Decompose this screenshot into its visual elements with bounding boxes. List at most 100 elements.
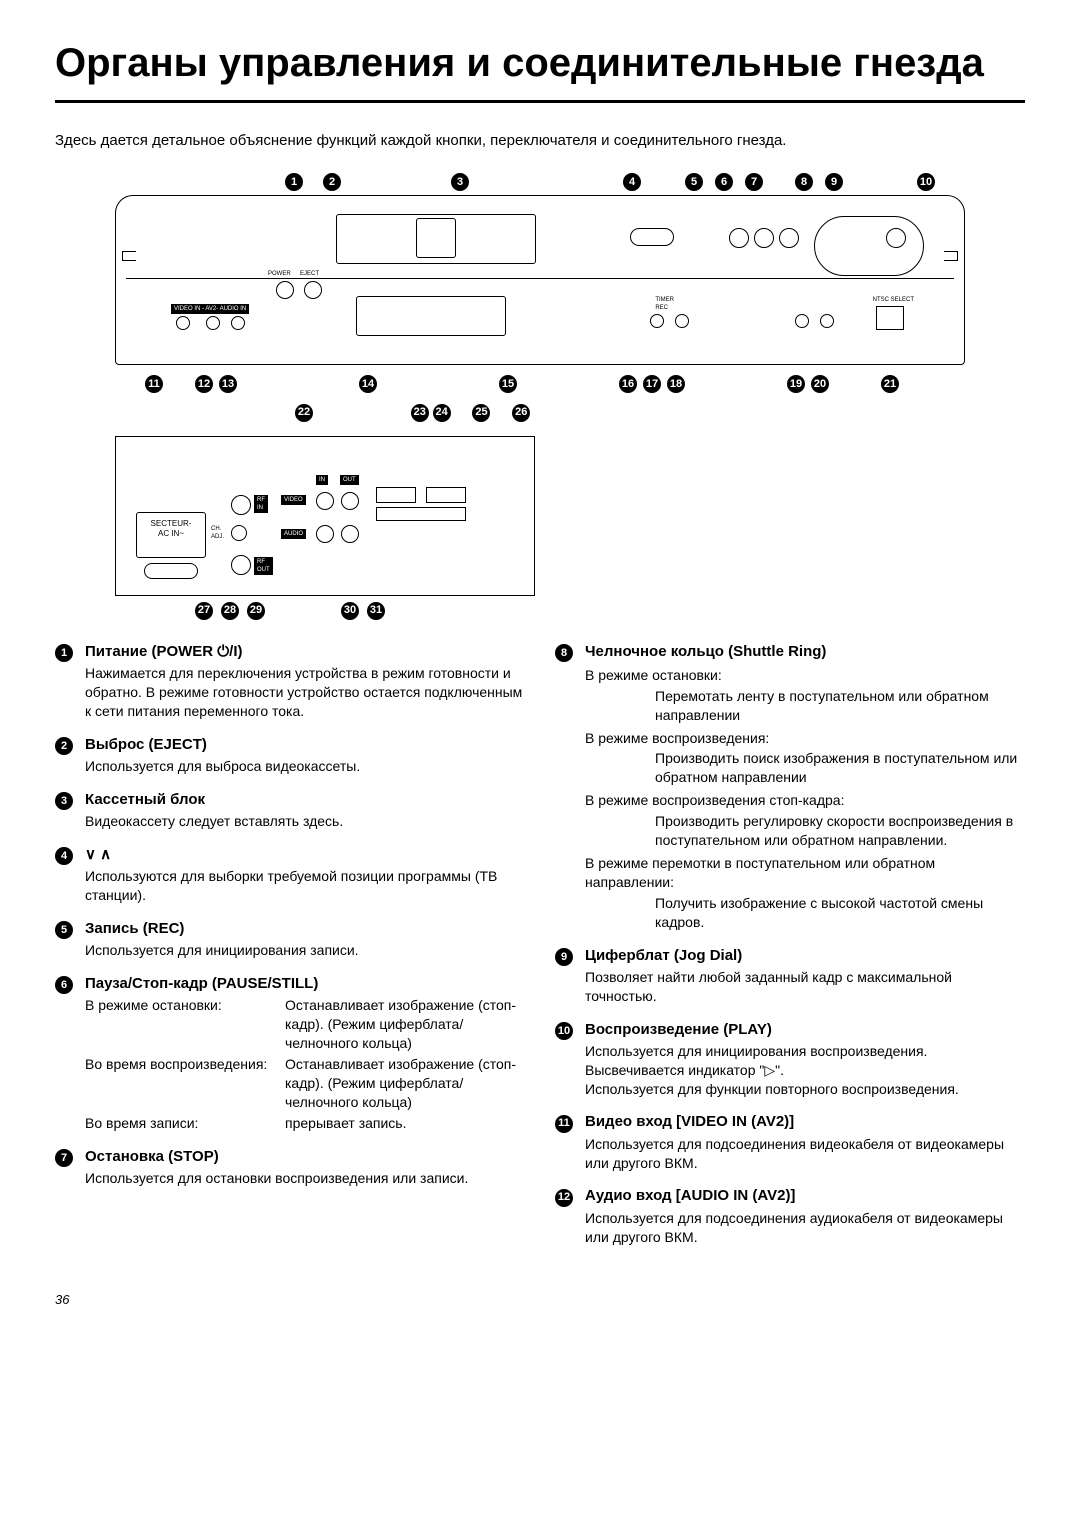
top-callout-row: 1 2 3 4 5 6 7 8 9 10	[115, 173, 965, 191]
callout-2: 2	[323, 173, 341, 191]
callout-17: 17	[643, 375, 661, 393]
stop-button	[729, 228, 749, 248]
block-head: В режиме воспроизведения стоп-кадра:	[585, 791, 1025, 810]
callout-6: 6	[715, 173, 733, 191]
channel-buttons	[630, 228, 674, 246]
item-desc: Используется для выброса видеокассеты.	[85, 757, 525, 776]
ntsc-switch	[876, 306, 904, 330]
eject-button	[304, 281, 322, 299]
callout-8: 8	[795, 173, 813, 191]
eject-label: EJECT	[300, 270, 319, 278]
item-desc: Нажимается для переключения устройства в…	[85, 664, 525, 721]
callout-29: 29	[247, 602, 265, 620]
subrow-value: прерывает запись.	[285, 1114, 525, 1133]
foot-left	[122, 251, 136, 261]
callout-21: 21	[881, 375, 899, 393]
item-title: Видео вход [VIDEO IN (AV2)]	[585, 1112, 1025, 1132]
callout-23: 23	[411, 404, 429, 422]
item-desc: Видеокассету следует вставлять здесь.	[85, 812, 525, 831]
item-title: Аудио вход [AUDIO IN (AV2)]	[585, 1186, 1025, 1206]
list-item: 9Циферблат (Jog Dial)Позволяет найти люб…	[555, 946, 1025, 1006]
callout-16: 16	[619, 375, 637, 393]
ch-adj-label: CH. ADJ.	[211, 525, 224, 541]
subrow-label: Во время воспроизведения:	[85, 1055, 275, 1112]
block-head: В режиме воспроизведения:	[585, 729, 1025, 748]
ac-in: SECTEUR- AC IN~	[136, 512, 206, 558]
ch-adj	[231, 525, 247, 541]
power-label: POWER	[268, 270, 291, 278]
item-desc: Используется для подсоединения аудиокабе…	[585, 1209, 1025, 1247]
rf-in-jack	[231, 495, 251, 515]
item-desc: Используется для инициирования записи.	[85, 941, 525, 960]
list-item: 8Челночное кольцо (Shuttle Ring)В режиме…	[555, 642, 1025, 932]
item-number: 11	[555, 1115, 573, 1133]
callout-13: 13	[219, 375, 237, 393]
display-panel	[356, 296, 506, 336]
item-number: 5	[55, 921, 73, 939]
explanation-columns: 1Питание (POWER ⏻/I)Нажимается для перек…	[55, 642, 1025, 1261]
knob-d	[820, 314, 834, 328]
rf-in-label: RF IN	[254, 495, 268, 513]
shuttle-ring	[814, 216, 924, 276]
intro-text: Здесь дается детальное объяснение функци…	[55, 131, 1025, 151]
callout-14: 14	[359, 375, 377, 393]
callout-3: 3	[451, 173, 469, 191]
rf-out-jack	[231, 555, 251, 575]
callout-26: 26	[512, 404, 530, 422]
list-item: 5 Запись (REC) Используется для инициирова…	[55, 919, 525, 960]
item-title: Остановка (STOP)	[85, 1147, 525, 1167]
item-number: 3	[55, 792, 73, 810]
page-title: Органы управления и соединительные гнезд…	[55, 40, 1025, 86]
item-number: 4	[55, 847, 73, 865]
subrow-value: Останавливает изображение (стоп-кадр). (…	[285, 996, 525, 1053]
item-title: Питание (POWER ⏻/I)	[85, 642, 525, 662]
item-title: Воспроизведение (PLAY)	[585, 1020, 1025, 1040]
ntsc-label: NTSC SELECT	[873, 296, 914, 304]
callout-5: 5	[685, 173, 703, 191]
callout-7: 7	[745, 173, 763, 191]
video-label: VIDEO	[281, 495, 306, 505]
front-jack-2	[206, 316, 220, 330]
back-bottom-callouts: 27 28 29 30 31	[195, 602, 965, 620]
ac-cord	[144, 563, 198, 579]
test-signal	[426, 487, 466, 503]
block-head: В режиме остановки:	[585, 666, 1025, 685]
item-desc: Используется для подсоединения видеокабе…	[585, 1135, 1025, 1173]
video-out-jack	[341, 492, 359, 510]
power-button	[276, 281, 294, 299]
title-rule	[55, 100, 1025, 103]
in-label: IN	[316, 475, 328, 485]
audio-in-jack	[316, 525, 334, 543]
knob-a	[650, 314, 664, 328]
list-item: 7Остановка (STOP)Используется для остано…	[55, 1147, 525, 1188]
switch-strip	[376, 507, 466, 521]
list-item: 3Кассетный блокВидеокассету следует вста…	[55, 790, 525, 831]
callout-22: 22	[295, 404, 313, 422]
item-title: ∨ ∧	[85, 845, 525, 865]
callout-24: 24	[433, 404, 451, 422]
front-jack-3	[231, 316, 245, 330]
item-number: 8	[555, 644, 573, 662]
audio-out-jack	[341, 525, 359, 543]
callout-9: 9	[825, 173, 843, 191]
block-body: Получить изображение с высокой частотой …	[585, 894, 1025, 932]
knob-b	[675, 314, 689, 328]
vcr-front-panel: VIDEO IN - AV2- AUDIO IN NTSC SELECT TIM…	[115, 195, 965, 365]
item-desc: Позволяет найти любой заданный кадр с ма…	[585, 968, 1025, 1006]
item-number: 10	[555, 1022, 573, 1040]
item-number: 7	[55, 1149, 73, 1167]
callout-19: 19	[787, 375, 805, 393]
video-in-jack	[316, 492, 334, 510]
mid-callouts: 22 23 24 25 26	[295, 401, 965, 421]
item-title: Пауза/Стоп-кадр (PAUSE/STILL)	[85, 974, 525, 994]
foot-right	[944, 251, 958, 261]
callout-4: 4	[623, 173, 641, 191]
out-label: OUT	[340, 475, 359, 485]
subrow-label: В режиме остановки:	[85, 996, 275, 1053]
block-head: В режиме перемотки в поступательном или …	[585, 854, 1025, 892]
item-title: Запись (REC)	[85, 919, 525, 939]
list-item: 10Воспроизведение (PLAY)Используется для…	[555, 1020, 1025, 1099]
list-item: 2Выброс (EJECT)Используется для выброса …	[55, 735, 525, 776]
vcr-back-panel: SECTEUR- AC IN~ RF IN RF OUT CH. ADJ. VI…	[115, 436, 535, 596]
callout-25: 25	[472, 404, 490, 422]
